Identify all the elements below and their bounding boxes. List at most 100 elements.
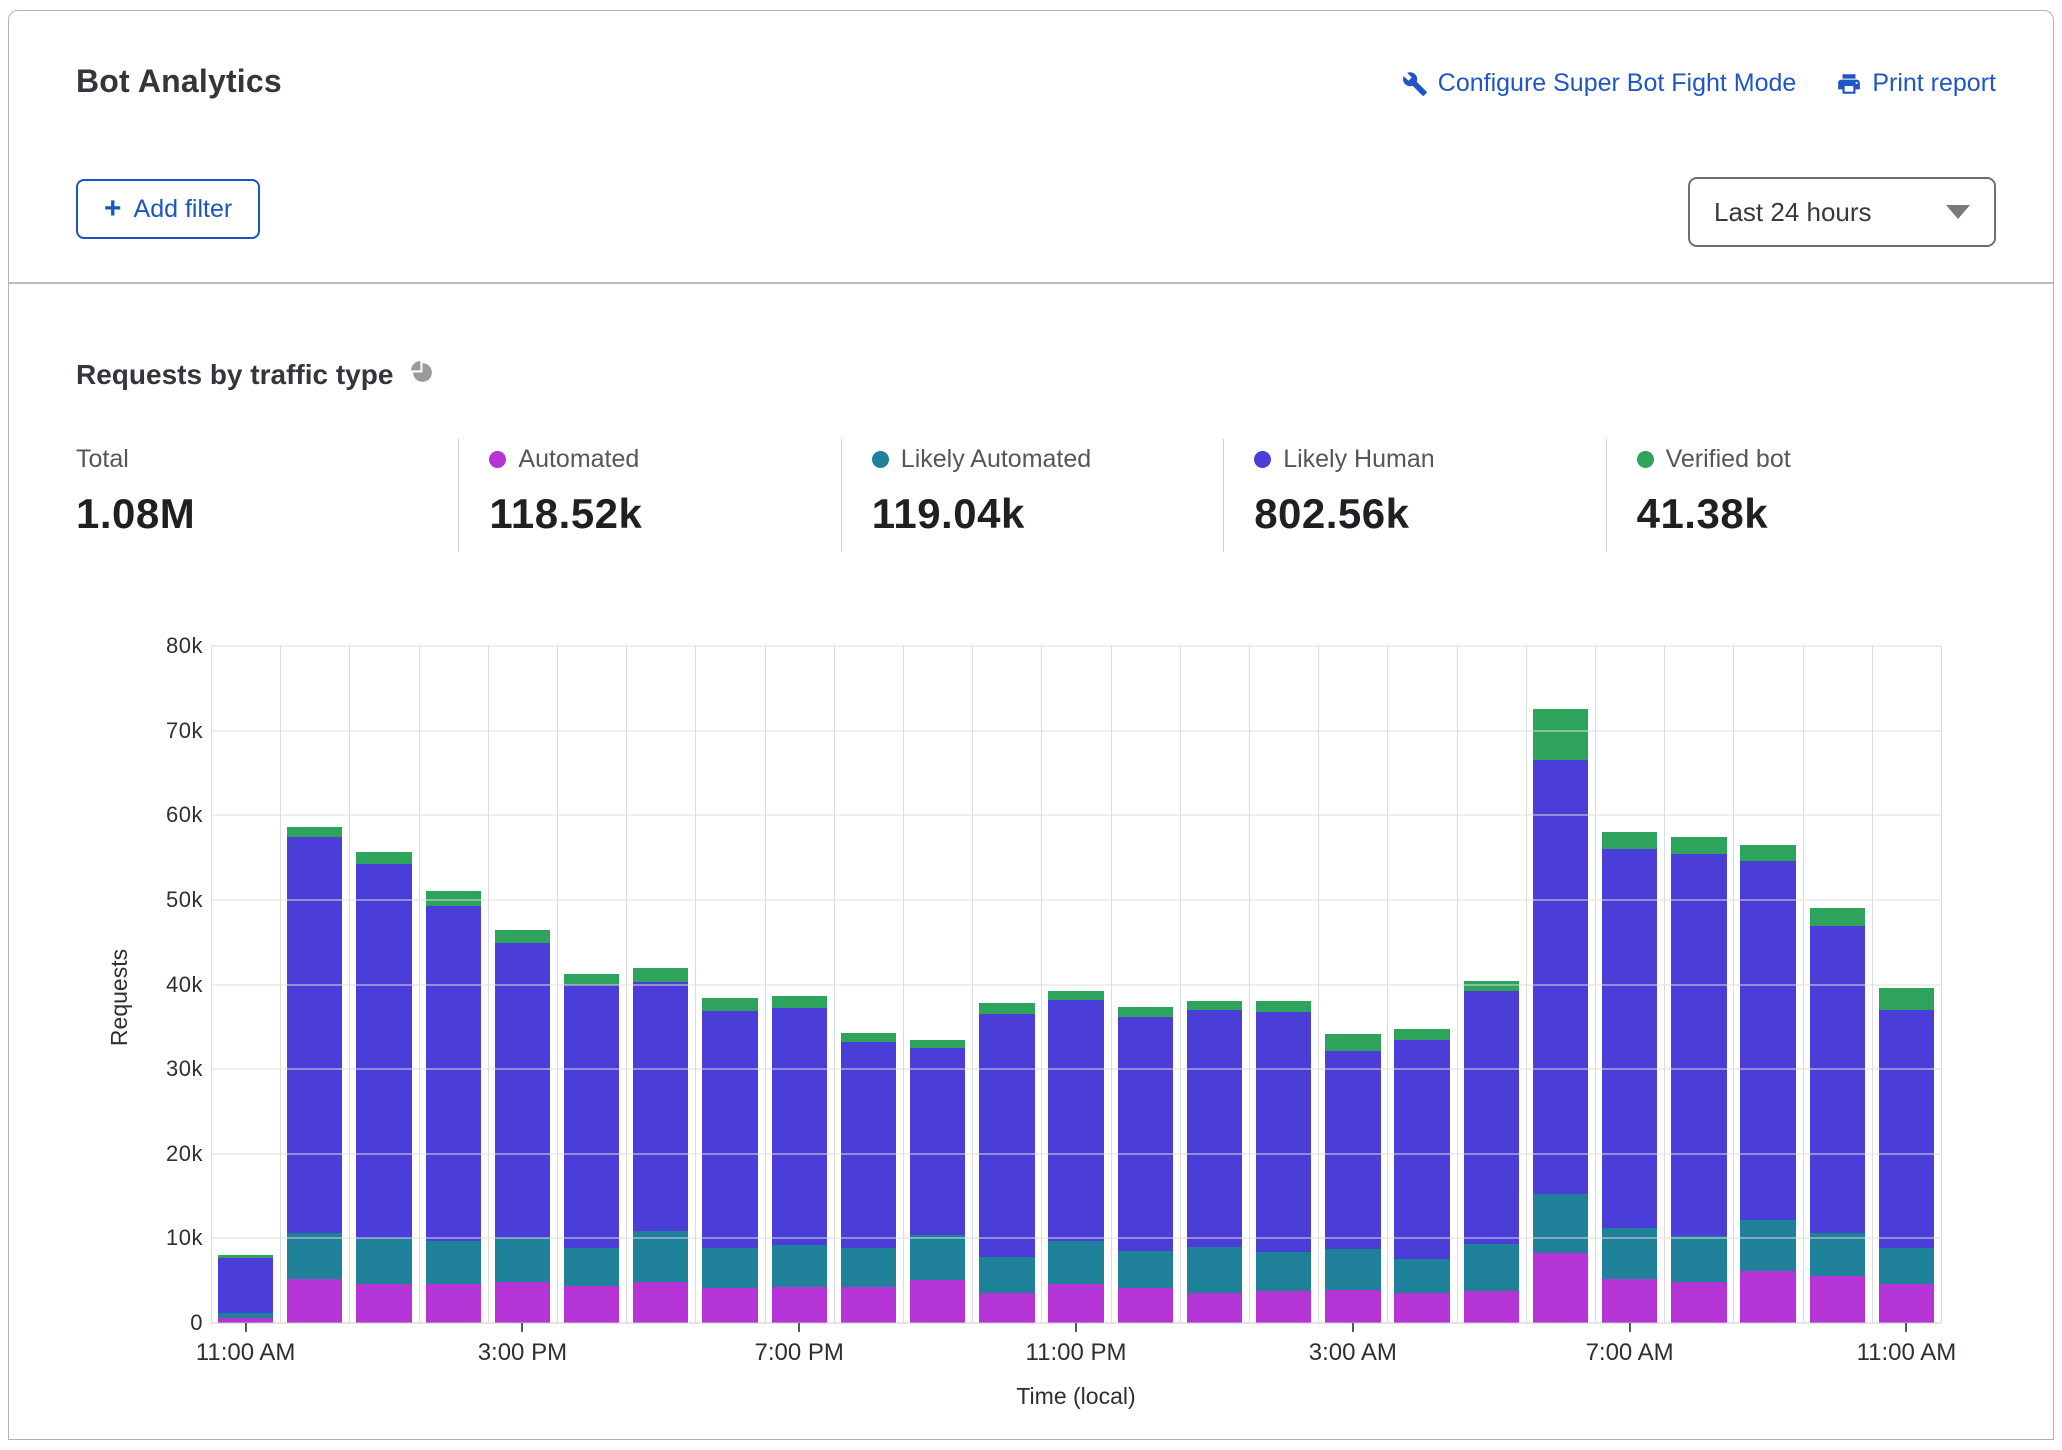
- segment-automated: [1879, 1284, 1934, 1323]
- v-gridline: [1664, 646, 1665, 1323]
- x-tick-mark: [245, 1323, 247, 1332]
- segment-likely-automated: [1187, 1247, 1242, 1294]
- stat-total: Total 1.08M: [76, 439, 458, 552]
- segment-automated: [1187, 1293, 1242, 1323]
- h-gridline: [211, 1069, 1941, 1070]
- segment-verified-bot: [1810, 908, 1865, 927]
- x-tick-label: 11:00 PM: [1026, 1339, 1127, 1367]
- segment-likely-automated: [495, 1238, 550, 1282]
- time-range-dropdown[interactable]: Last 24 hours: [1688, 177, 1996, 247]
- chevron-down-icon: [1946, 205, 1970, 219]
- segment-likely-human: [564, 985, 619, 1248]
- stat-likely-human-value: 802.56k: [1254, 490, 1605, 538]
- add-filter-label: Add filter: [134, 195, 233, 224]
- segment-likely-automated: [287, 1233, 342, 1279]
- segment-verified-bot: [1671, 837, 1726, 854]
- v-gridline: [1941, 646, 1942, 1323]
- segment-likely-human: [1118, 1017, 1173, 1251]
- v-gridline: [1595, 646, 1596, 1323]
- v-gridline: [765, 646, 766, 1323]
- section-divider: [9, 282, 2053, 284]
- v-gridline: [1180, 646, 1181, 1323]
- stat-total-value: 1.08M: [76, 490, 458, 538]
- segment-verified-bot: [1464, 981, 1519, 991]
- stat-likely-human[interactable]: Likely Human 802.56k: [1223, 439, 1605, 552]
- y-tick-label: 50k: [166, 887, 203, 913]
- chart-plot: [211, 646, 1941, 1323]
- h-gridline: [211, 646, 1941, 647]
- segment-verified-bot: [910, 1040, 965, 1048]
- x-tick-label: 11:00 AM: [196, 1339, 296, 1367]
- segment-automated: [1602, 1279, 1657, 1323]
- segment-verified-bot: [495, 930, 550, 943]
- segment-likely-automated: [426, 1241, 481, 1284]
- y-tick-label: 30k: [166, 1056, 203, 1082]
- y-tick-label: 0: [190, 1310, 203, 1336]
- segment-likely-human: [1879, 1010, 1934, 1248]
- print-link-label: Print report: [1872, 69, 1996, 98]
- segment-verified-bot: [841, 1033, 896, 1042]
- verified-bot-dot-icon: [1637, 451, 1654, 468]
- segment-likely-human: [979, 1014, 1034, 1257]
- y-tick-label: 20k: [166, 1141, 203, 1167]
- v-gridline: [419, 646, 420, 1323]
- segment-verified-bot: [1118, 1007, 1173, 1016]
- v-gridline: [972, 646, 973, 1323]
- segment-verified-bot: [1048, 991, 1103, 999]
- segment-verified-bot: [1533, 709, 1588, 760]
- configure-link-label: Configure Super Bot Fight Mode: [1438, 69, 1797, 98]
- segment-likely-human: [218, 1258, 273, 1313]
- segment-verified-bot: [1602, 832, 1657, 849]
- segment-automated: [1740, 1271, 1795, 1323]
- segment-likely-automated: [1810, 1233, 1865, 1276]
- stat-automated-value: 118.52k: [489, 490, 840, 538]
- x-tick-mark: [798, 1323, 800, 1332]
- segment-likely-human: [910, 1048, 965, 1235]
- segment-likely-human: [356, 864, 411, 1238]
- segment-likely-automated: [910, 1235, 965, 1280]
- segment-automated: [426, 1284, 481, 1323]
- segment-likely-automated: [564, 1248, 619, 1286]
- h-gridline: [211, 899, 1941, 900]
- segment-verified-bot: [1325, 1034, 1380, 1051]
- segment-likely-human: [1810, 926, 1865, 1233]
- h-gridline: [211, 984, 1941, 985]
- x-tick-label: 3:00 PM: [478, 1339, 567, 1367]
- stat-automated[interactable]: Automated 118.52k: [458, 439, 840, 552]
- v-gridline: [626, 646, 627, 1323]
- segment-automated: [356, 1284, 411, 1323]
- segment-likely-automated: [1118, 1251, 1173, 1288]
- segment-automated: [1810, 1276, 1865, 1323]
- stat-total-label: Total: [76, 445, 129, 474]
- add-filter-button[interactable]: + Add filter: [76, 179, 260, 239]
- segment-likely-automated: [1602, 1228, 1657, 1279]
- print-report-link[interactable]: Print report: [1836, 69, 1996, 98]
- stat-verified-bot[interactable]: Verified bot 41.38k: [1606, 439, 1988, 552]
- y-tick-label: 60k: [166, 802, 203, 828]
- segment-likely-automated: [772, 1245, 827, 1286]
- y-tick-label: 10k: [166, 1225, 203, 1251]
- segment-likely-automated: [1464, 1244, 1519, 1291]
- segment-likely-automated: [1325, 1249, 1380, 1290]
- header-links: Configure Super Bot Fight Mode Print rep…: [1402, 69, 1996, 98]
- x-axis-labels: 11:00 AM3:00 PM7:00 PM11:00 PM3:00 AM7:0…: [211, 1339, 1941, 1375]
- pie-chart-icon: [409, 359, 436, 391]
- likely-automated-dot-icon: [872, 451, 889, 468]
- segment-likely-human: [1394, 1040, 1449, 1258]
- segment-likely-automated: [1533, 1194, 1588, 1252]
- page: { "header": { "title": "Bot Analytics", …: [0, 0, 2062, 1450]
- v-gridline: [1041, 646, 1042, 1323]
- segment-likely-automated: [1740, 1220, 1795, 1271]
- h-gridline: [211, 1238, 1941, 1239]
- x-tick-label: 3:00 AM: [1309, 1339, 1397, 1367]
- v-gridline: [349, 646, 350, 1323]
- page-title: Bot Analytics: [76, 63, 282, 100]
- y-tick-label: 70k: [166, 718, 203, 744]
- x-tick-label: 7:00 PM: [754, 1339, 843, 1367]
- y-axis-title: Requests: [106, 949, 133, 1046]
- y-tick-label: 80k: [166, 633, 203, 659]
- configure-super-bot-fight-mode-link[interactable]: Configure Super Bot Fight Mode: [1402, 69, 1797, 98]
- segment-automated: [1394, 1293, 1449, 1323]
- stat-likely-automated[interactable]: Likely Automated 119.04k: [841, 439, 1223, 552]
- segment-likely-human: [1740, 861, 1795, 1220]
